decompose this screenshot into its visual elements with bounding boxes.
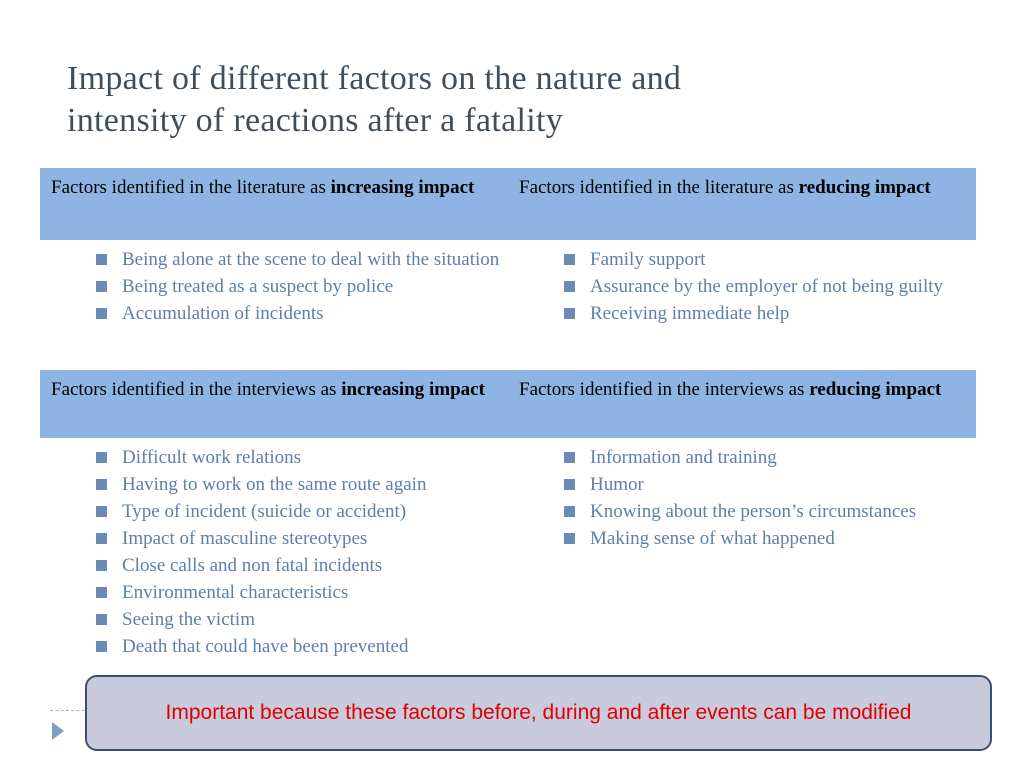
callout-text: Important because these factors before, … bbox=[165, 701, 912, 724]
square-bullet-icon bbox=[96, 560, 107, 571]
header-bold: reducing impact bbox=[798, 177, 931, 198]
list-item: Impact of masculine stereotypes bbox=[96, 525, 508, 552]
list-item: Accumulation of incidents bbox=[96, 300, 508, 327]
interviews-increasing-list: Difficult work relations Having to work … bbox=[40, 438, 508, 674]
header-bold: reducing impact bbox=[809, 379, 942, 400]
literature-body-row: Being alone at the scene to deal with th… bbox=[40, 240, 976, 370]
interviews-reducing-header: Factors identified in the interviews as … bbox=[508, 370, 976, 438]
square-bullet-icon bbox=[96, 479, 107, 490]
header-prefix: Factors identified in the interviews as bbox=[519, 379, 810, 400]
square-bullet-icon bbox=[564, 281, 575, 292]
list-item: Seeing the victim bbox=[96, 606, 508, 633]
square-bullet-icon bbox=[96, 452, 107, 463]
square-bullet-icon bbox=[96, 587, 107, 598]
list-item: Family support bbox=[564, 246, 976, 273]
literature-reducing-list: Family support Assurance by the employer… bbox=[508, 240, 976, 370]
literature-header-row: Factors identified in the literature as … bbox=[40, 168, 976, 240]
title-line-1: Impact of different factors on the natur… bbox=[67, 60, 682, 97]
list-item: Making sense of what happened bbox=[564, 525, 976, 552]
header-bold: increasing impact bbox=[341, 379, 485, 400]
list-item: Receiving immediate help bbox=[564, 300, 976, 327]
list-item: Having to work on the same route again bbox=[96, 471, 508, 498]
list-item: Type of incident (suicide or accident) bbox=[96, 498, 508, 525]
header-prefix: Factors identified in the interviews as bbox=[51, 379, 342, 400]
square-bullet-icon bbox=[96, 308, 107, 319]
list-item: Assurance by the employer of not being g… bbox=[564, 273, 976, 300]
list-item: Death that could have been prevented bbox=[96, 633, 508, 660]
square-bullet-icon bbox=[96, 641, 107, 652]
list-item: Information and training bbox=[564, 444, 976, 471]
header-prefix: Factors identified in the literature as bbox=[51, 177, 331, 198]
square-bullet-icon bbox=[564, 308, 575, 319]
square-bullet-icon bbox=[96, 614, 107, 625]
title-line-2: intensity of reactions after a fatality bbox=[67, 102, 564, 139]
callout-box: Important because these factors before, … bbox=[85, 675, 992, 751]
square-bullet-icon bbox=[564, 533, 575, 544]
list-item: Close calls and non fatal incidents bbox=[96, 552, 508, 579]
slide-title: Impact of different factors on the natur… bbox=[67, 58, 967, 142]
square-bullet-icon bbox=[564, 254, 575, 265]
square-bullet-icon bbox=[96, 533, 107, 544]
list-item: Humor bbox=[564, 471, 976, 498]
literature-increasing-list: Being alone at the scene to deal with th… bbox=[40, 240, 508, 370]
list-item: Difficult work relations bbox=[96, 444, 508, 471]
interviews-body-row: Difficult work relations Having to work … bbox=[40, 438, 976, 674]
square-bullet-icon bbox=[564, 506, 575, 517]
list-item: Knowing about the person’s circumstances bbox=[564, 498, 976, 525]
play-arrow-icon bbox=[52, 722, 64, 740]
square-bullet-icon bbox=[564, 479, 575, 490]
header-prefix: Factors identified in the literature as bbox=[519, 177, 799, 198]
factors-table: Factors identified in the literature as … bbox=[40, 168, 976, 674]
literature-increasing-header: Factors identified in the literature as … bbox=[40, 168, 508, 240]
square-bullet-icon bbox=[96, 254, 107, 265]
interviews-header-row: Factors identified in the interviews as … bbox=[40, 370, 976, 438]
square-bullet-icon bbox=[564, 452, 575, 463]
header-bold: increasing impact bbox=[330, 177, 475, 198]
list-item: Being treated as a suspect by police bbox=[96, 273, 508, 300]
list-item: Being alone at the scene to deal with th… bbox=[96, 246, 508, 273]
list-item: Environmental characteristics bbox=[96, 579, 508, 606]
square-bullet-icon bbox=[96, 506, 107, 517]
square-bullet-icon bbox=[96, 281, 107, 292]
dashed-divider bbox=[50, 710, 90, 711]
interviews-reducing-list: Information and training Humor Knowing a… bbox=[508, 438, 976, 674]
literature-reducing-header: Factors identified in the literature as … bbox=[508, 168, 976, 240]
interviews-increasing-header: Factors identified in the interviews as … bbox=[40, 370, 508, 438]
